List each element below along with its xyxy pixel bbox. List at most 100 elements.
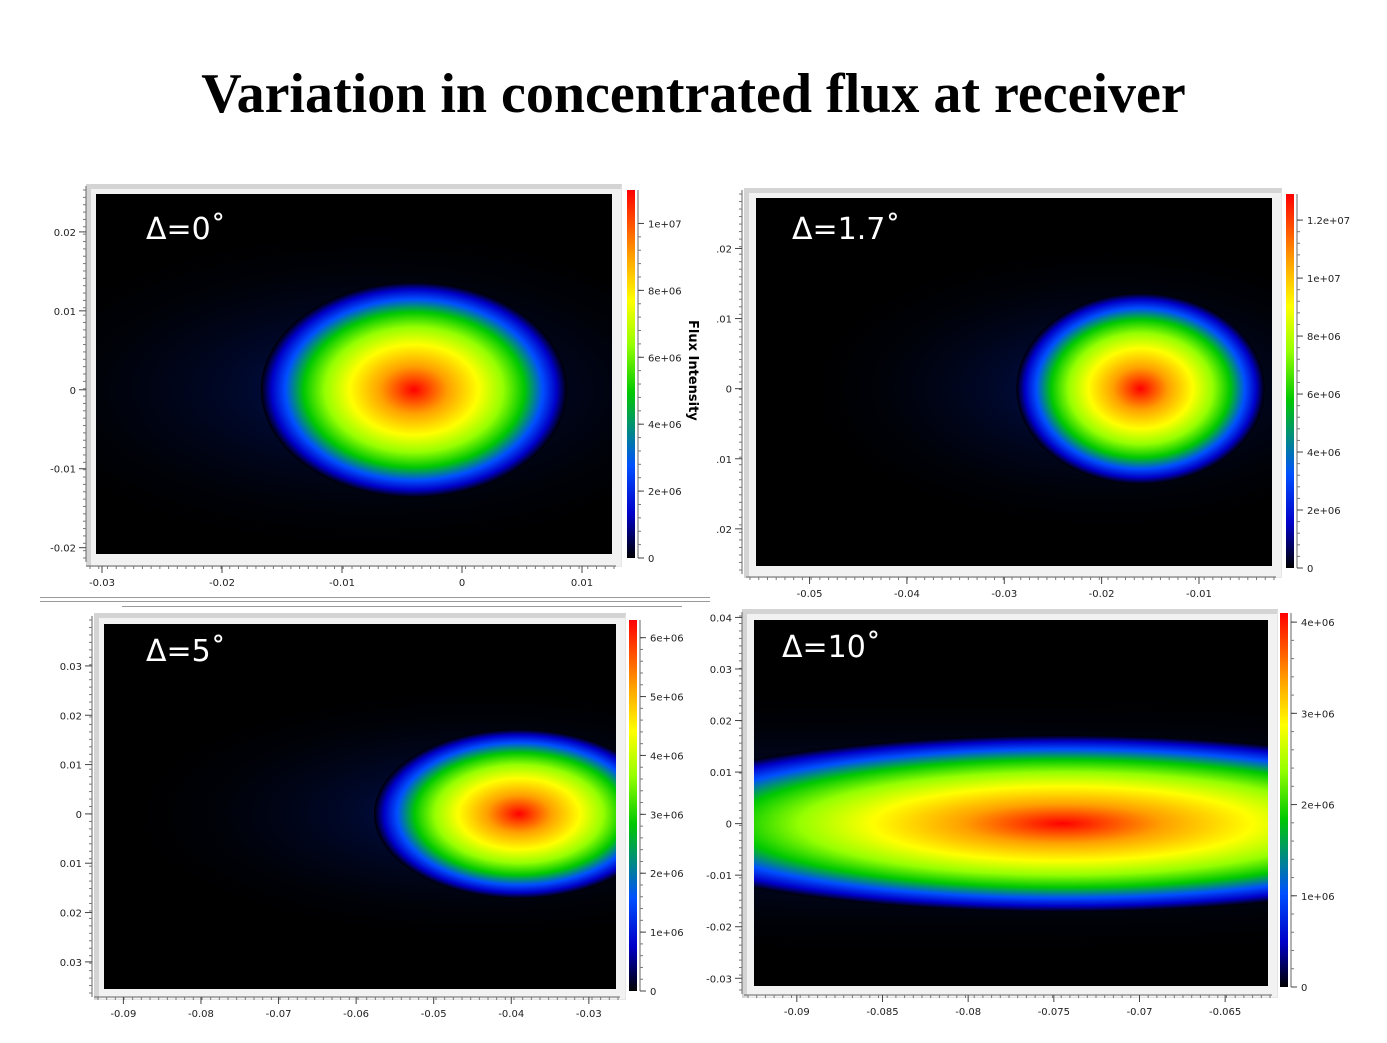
colorbar-tick-label: 5e+06 <box>650 693 684 704</box>
delta-label: Δ=1.7˚ <box>792 212 901 247</box>
colorbar-title: Flux Intensity <box>685 320 700 421</box>
row-separator <box>40 601 710 602</box>
y-tick-label: 0 <box>726 385 732 396</box>
flux-hotspot <box>374 729 616 899</box>
y-tick-label: .01 <box>716 455 732 466</box>
row-separator <box>40 597 710 598</box>
x-tick-label: -0.09 <box>110 1009 136 1020</box>
x-tick-label: -0.08 <box>955 1007 981 1018</box>
y-tick-label: .02 <box>716 525 732 536</box>
colorbar-tick-label: 4e+06 <box>650 751 684 762</box>
x-tick-label: -0.075 <box>1038 1007 1070 1018</box>
x-tick-label: -0.01 <box>1186 589 1212 600</box>
y-tick-label: -0.03 <box>706 974 732 985</box>
colorbar-tick-label: 0 <box>650 987 656 998</box>
y-tick-label: 0.03 <box>60 662 82 673</box>
colorbar <box>1280 613 1288 987</box>
colorbar-tick-label: 2e+06 <box>1307 506 1341 517</box>
y-tick-label: -0.01 <box>706 871 732 882</box>
colorbar-tick-label: 1e+07 <box>648 219 682 230</box>
colorbar-tick-label: 6e+06 <box>648 353 682 364</box>
y-tick-label: 0.03 <box>710 665 732 676</box>
x-tick-label: -0.02 <box>209 578 235 589</box>
y-tick-label: 0.02 <box>710 717 732 728</box>
y-tick-label: -0.02 <box>50 544 76 555</box>
heatmap-plot <box>754 620 1268 986</box>
y-tick-label: 0.02 <box>54 228 76 239</box>
plot-frame <box>744 188 1282 578</box>
colorbar-tick-label: 4e+06 <box>648 420 682 431</box>
colorbar-tick-label: 1.2e+07 <box>1307 216 1350 227</box>
x-tick-label: -0.03 <box>89 578 115 589</box>
colorbar <box>627 190 635 558</box>
colorbar-tick-label: 2e+06 <box>1301 801 1335 812</box>
y-tick-label: 0.01 <box>710 768 732 779</box>
flux-hotspot <box>754 735 1268 913</box>
y-tick-label: .01 <box>716 315 732 326</box>
page-title: Variation in concentrated flux at receiv… <box>201 63 1186 125</box>
delta-label: Δ=5˚ <box>146 634 226 669</box>
y-tick-label: 0.01 <box>54 307 76 318</box>
x-tick-label: -0.02 <box>1089 589 1115 600</box>
y-tick-label: 0 <box>70 386 76 397</box>
heatmap-plot <box>104 624 616 989</box>
y-tick-label: 0.02 <box>60 711 82 722</box>
plot-frame <box>94 613 626 1000</box>
colorbar-tick-label: 0 <box>1307 564 1313 575</box>
x-tick-label: -0.05 <box>797 589 823 600</box>
colorbar <box>1286 194 1294 568</box>
flux-halo <box>96 217 612 554</box>
x-tick-label: -0.05 <box>421 1009 447 1020</box>
y-tick-label: 0.01 <box>60 761 82 772</box>
y-tick-label: 0.04 <box>710 613 732 624</box>
x-tick-label: -0.07 <box>266 1009 292 1020</box>
x-tick-label: -0.065 <box>1209 1007 1241 1018</box>
x-tick-label: -0.03 <box>991 589 1017 600</box>
y-tick-label: 0.01 <box>60 859 82 870</box>
colorbar-tick-label: 2e+06 <box>650 869 684 880</box>
x-tick-label: -0.01 <box>329 578 355 589</box>
flux-hotspot <box>260 282 568 498</box>
plot-frame <box>86 184 622 567</box>
x-tick-label: -0.085 <box>866 1007 898 1018</box>
colorbar <box>629 620 637 991</box>
flux-halo <box>756 235 1272 542</box>
y-tick-label: 0 <box>726 820 732 831</box>
flux-halo <box>754 682 1268 965</box>
row-separator <box>122 606 682 607</box>
x-tick-label: -0.04 <box>498 1009 524 1020</box>
colorbar-tick-label: 8e+06 <box>648 286 682 297</box>
colorbar-tick-label: 0 <box>648 554 654 565</box>
y-tick-label: 0.03 <box>60 958 82 969</box>
x-tick-label: -0.04 <box>894 589 920 600</box>
x-tick-label: -0.06 <box>343 1009 369 1020</box>
delta-label: Δ=10˚ <box>782 630 881 665</box>
colorbar-tick-label: 8e+06 <box>1307 332 1341 343</box>
x-tick-label: -0.08 <box>188 1009 214 1020</box>
y-tick-label: 0 <box>76 810 82 821</box>
colorbar-tick-label: 1e+06 <box>650 928 684 939</box>
colorbar-tick-label: 4e+06 <box>1307 448 1341 459</box>
x-tick-label: 0 <box>459 578 465 589</box>
y-tick-label: 0.02 <box>60 909 82 920</box>
colorbar-tick-label: 6e+06 <box>1307 390 1341 401</box>
x-tick-label: -0.07 <box>1127 1007 1153 1018</box>
delta-label: Δ=0˚ <box>146 212 226 247</box>
colorbar-tick-label: 1e+06 <box>1301 892 1335 903</box>
colorbar-tick-label: 1e+07 <box>1307 274 1341 285</box>
heatmap-plot <box>756 198 1272 566</box>
flux-hotspot <box>1016 293 1265 485</box>
colorbar-tick-label: 4e+06 <box>1301 618 1335 629</box>
colorbar-tick-label: 0 <box>1301 983 1307 994</box>
x-tick-label: -0.09 <box>784 1007 810 1018</box>
x-tick-label: 0.01 <box>571 578 593 589</box>
colorbar-tick-label: 6e+06 <box>650 634 684 645</box>
x-tick-label: -0.03 <box>576 1009 602 1020</box>
y-tick-label: -0.01 <box>50 465 76 476</box>
y-tick-label: .02 <box>716 244 732 255</box>
colorbar-tick-label: 3e+06 <box>650 810 684 821</box>
